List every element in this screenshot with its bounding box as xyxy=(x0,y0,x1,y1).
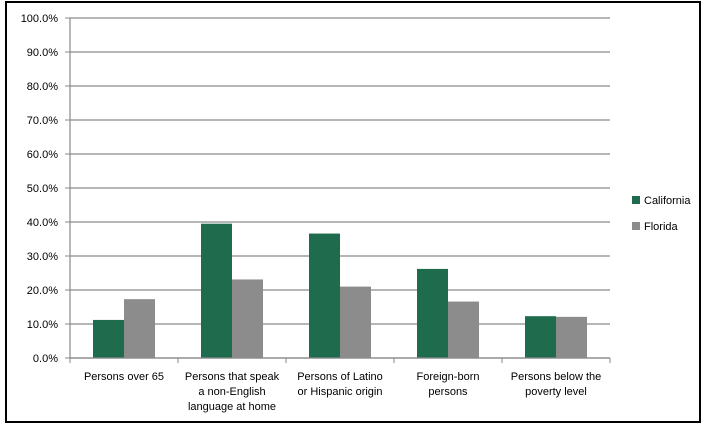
bar-california-1 xyxy=(201,223,232,358)
y-tick-label: 70.0% xyxy=(27,115,58,127)
x-category-label: Persons that speak a non-English language … xyxy=(185,371,280,413)
y-tick-label: 40.0% xyxy=(27,217,58,229)
x-category-label: Foreign-born persons xyxy=(417,371,480,398)
bar-florida-3 xyxy=(448,301,479,358)
legend-label-california: California xyxy=(644,195,691,207)
y-tick-label: 30.0% xyxy=(27,251,58,263)
bar-florida-0 xyxy=(124,299,155,358)
bar-california-4 xyxy=(525,316,556,358)
x-category-label-line: a non-English xyxy=(198,386,265,398)
legend-swatch-florida xyxy=(632,222,640,230)
y-tick-label: 60.0% xyxy=(27,149,58,161)
y-tick-label: 0.0% xyxy=(33,353,58,365)
x-category-label: Persons of Latino or Hispanic origin xyxy=(297,371,383,398)
bar-california-0 xyxy=(93,319,124,358)
x-category-label-line: Persons over 65 xyxy=(84,371,164,383)
x-category-label: Persons below the poverty level xyxy=(511,371,602,398)
y-tick-label: 80.0% xyxy=(27,81,58,93)
bar-florida-2 xyxy=(340,286,371,358)
y-tick-label: 20.0% xyxy=(27,285,58,297)
x-category-label-line: Foreign-born xyxy=(417,371,480,383)
bar-california-3 xyxy=(417,268,448,358)
x-axis-category-labels: Persons over 65 Persons that speak a non-E… xyxy=(84,371,601,413)
legend-swatch-california xyxy=(632,196,640,204)
bar-florida-1 xyxy=(232,279,263,358)
y-tick-label: 100.0% xyxy=(21,13,59,25)
y-tick-label: 10.0% xyxy=(27,319,58,331)
x-axis xyxy=(69,357,611,363)
x-category-label: Persons over 65 xyxy=(84,371,164,383)
bar-california-2 xyxy=(309,233,340,358)
x-category-label-line: Persons of Latino xyxy=(297,371,383,383)
bars xyxy=(93,223,587,358)
x-category-label-line: Persons that speak xyxy=(185,371,280,383)
y-tick-label: 50.0% xyxy=(27,183,58,195)
x-category-label-line: Persons below the xyxy=(511,371,602,383)
x-category-label-line: or Hispanic origin xyxy=(298,386,383,398)
bar-florida-4 xyxy=(556,316,587,358)
x-category-label-line: language at home xyxy=(188,401,276,413)
x-category-label-line: poverty level xyxy=(525,386,587,398)
legend-label-florida: Florida xyxy=(644,221,679,233)
legend: California Florida xyxy=(632,195,691,233)
y-axis-tick-labels: 0.0% 10.0% 20.0% 30.0% 40.0% 50.0% 60.0% 70.0% 8… xyxy=(21,13,59,365)
x-category-label-line: persons xyxy=(428,386,468,398)
y-tick-label: 90.0% xyxy=(27,47,58,59)
